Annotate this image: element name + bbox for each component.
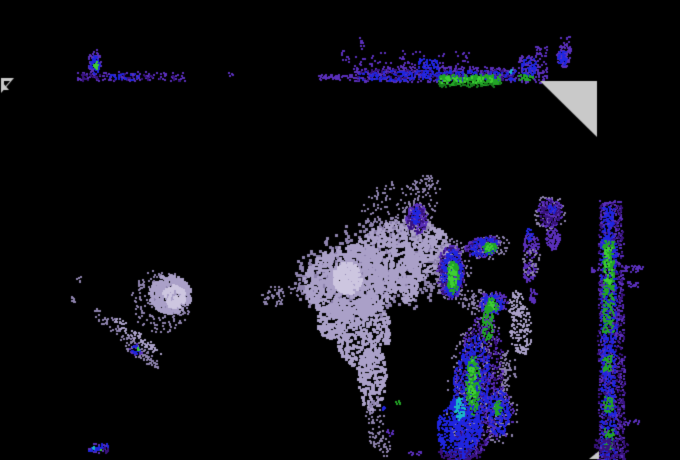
radar-image-canvas bbox=[0, 0, 680, 460]
radar-display bbox=[0, 0, 680, 460]
